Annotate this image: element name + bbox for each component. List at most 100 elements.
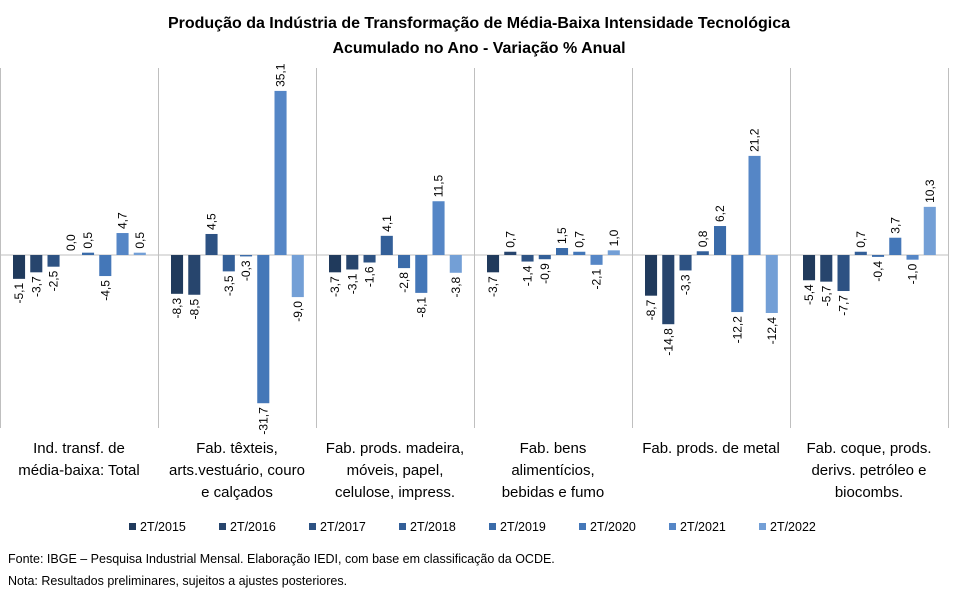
legend-label: 2T/2019 (500, 520, 546, 534)
data-label: -8,7 (644, 299, 658, 320)
bar (257, 255, 270, 404)
bar (432, 201, 445, 256)
data-label: -8,1 (414, 297, 428, 318)
x-tick-label: Fab. prods. de metal (642, 440, 780, 457)
data-label: 21,2 (748, 128, 762, 152)
legend-label: 2T/2021 (680, 520, 726, 534)
bar (923, 206, 936, 256)
data-label: 3,7 (888, 217, 902, 234)
bar (116, 233, 129, 256)
data-label: 4,5 (205, 213, 219, 230)
bar (274, 90, 287, 256)
data-label: 0,8 (696, 230, 710, 247)
legend-swatch (309, 523, 316, 530)
bar (590, 255, 603, 265)
data-label: -14,8 (661, 328, 675, 356)
bar (47, 255, 60, 267)
bar (380, 235, 393, 256)
data-label: 4,7 (116, 212, 130, 229)
data-label: -0,4 (871, 261, 885, 282)
bar (872, 255, 885, 257)
x-tick-label: Fab. têxteis, arts.vestuário, couro e ca… (169, 440, 305, 501)
bar (521, 255, 534, 262)
data-label: -2,1 (590, 269, 604, 290)
bar (205, 233, 218, 256)
data-label: -0,9 (538, 263, 552, 284)
data-label: -5,7 (819, 285, 833, 306)
legend-swatch (219, 523, 226, 530)
bar (30, 255, 43, 273)
bar (99, 255, 112, 277)
data-label: -2,5 (47, 270, 61, 291)
data-label: -5,4 (802, 284, 816, 305)
data-label: 0,0 (64, 234, 78, 251)
bar (449, 255, 462, 273)
bar (487, 255, 500, 273)
bar (346, 255, 359, 270)
bar (556, 248, 569, 256)
x-tick-label: Fab. bens alimentícios, bebidas e fumo (501, 440, 605, 501)
data-label: 0,7 (503, 231, 517, 248)
bar (188, 255, 201, 295)
bar (291, 255, 304, 298)
bar (573, 251, 586, 256)
legend-swatch (489, 523, 496, 530)
legend-swatch (399, 523, 406, 530)
data-label: -8,5 (187, 298, 201, 319)
bar (854, 251, 867, 256)
data-label: 0,5 (133, 232, 147, 249)
legend-label: 2T/2022 (770, 520, 816, 534)
legend-swatch (129, 523, 136, 530)
bar (748, 155, 761, 256)
data-label: -2,8 (397, 272, 411, 293)
bar (13, 255, 26, 279)
data-label: 1,5 (555, 227, 569, 244)
bar (889, 237, 902, 256)
bar (538, 255, 551, 260)
x-tick-label: Fab. prods. madeira, móveis, papel, celu… (325, 440, 465, 501)
bar (82, 252, 95, 256)
legend-label: 2T/2015 (140, 520, 186, 534)
bar (133, 252, 146, 256)
data-label: -0,3 (239, 260, 253, 281)
legend-label: 2T/2018 (410, 520, 456, 534)
legend-swatch (579, 523, 586, 530)
bar (398, 255, 411, 269)
data-label: -3,7 (486, 276, 500, 297)
data-label: 6,2 (713, 205, 727, 222)
footnote: Nota: Resultados preliminares, sujeitos … (8, 574, 347, 588)
bar (679, 255, 692, 271)
bar (731, 255, 744, 313)
chart-title: Produção da Indústria de Transformação d… (168, 15, 790, 32)
bar (765, 255, 778, 313)
legend-swatch (759, 523, 766, 530)
bar (329, 255, 342, 273)
data-label: -3,8 (449, 276, 463, 297)
data-label: -1,4 (521, 265, 535, 286)
data-label: -3,5 (222, 275, 236, 296)
data-label: -3,7 (29, 276, 43, 297)
bar (222, 255, 235, 272)
data-label: 35,1 (274, 63, 288, 87)
bar (607, 250, 620, 256)
data-label: 1,0 (607, 229, 621, 246)
bar (645, 255, 658, 296)
bar (696, 251, 709, 256)
data-label: 11,5 (432, 174, 446, 197)
data-label: -12,4 (765, 317, 779, 345)
bar (714, 226, 727, 256)
bar (504, 251, 517, 256)
data-label: -5,1 (12, 283, 26, 304)
bar (240, 255, 253, 257)
source-note: Fonte: IBGE – Pesquisa Industrial Mensal… (8, 552, 555, 566)
data-label: -12,2 (730, 316, 744, 344)
data-label: 0,7 (572, 231, 586, 248)
bar (662, 255, 675, 325)
bar (363, 255, 376, 263)
data-label: 10,3 (923, 179, 937, 203)
bar (820, 255, 833, 282)
data-label: -1,0 (906, 263, 920, 284)
bar (837, 255, 850, 292)
data-label: -1,6 (363, 266, 377, 287)
bar (415, 255, 428, 293)
